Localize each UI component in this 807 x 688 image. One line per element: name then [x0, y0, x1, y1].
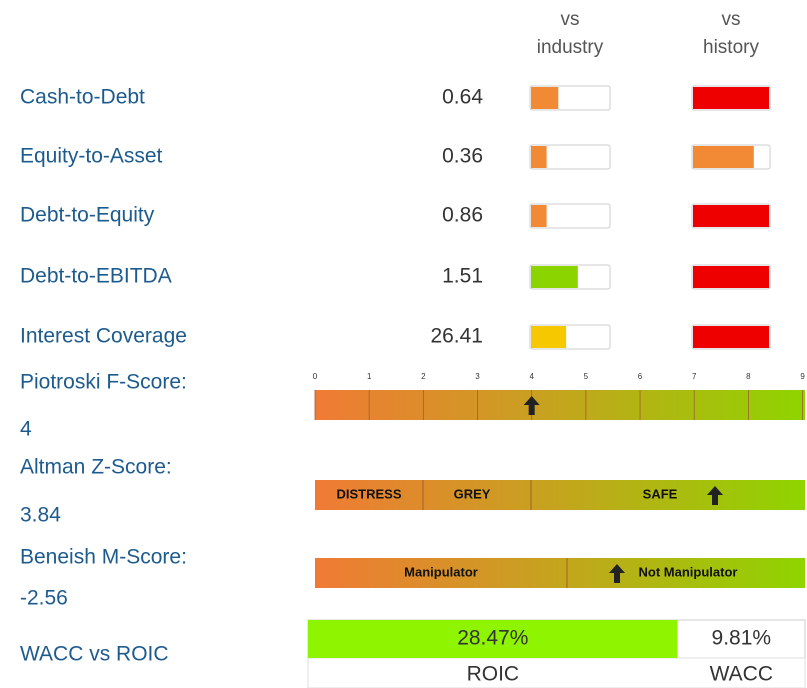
- rank-fill: [531, 87, 559, 109]
- scale-bar: [315, 390, 805, 420]
- zone: GREY: [454, 486, 491, 501]
- arrow: [609, 564, 625, 583]
- rank-fill: [693, 87, 769, 109]
- metric-label: Debt-to-Equity: [20, 204, 155, 227]
- score: 3.84: [20, 504, 61, 527]
- tick-label: 4: [529, 372, 534, 381]
- rank-box: [529, 144, 611, 170]
- zone: Manipulator: [404, 564, 478, 579]
- header: vs: [561, 9, 580, 30]
- rank-fill: [693, 326, 769, 348]
- rank-fill: [693, 266, 769, 288]
- rank-fill: [693, 146, 754, 168]
- score: -2.56: [20, 587, 68, 610]
- rank-fill: [531, 146, 547, 168]
- arrow: [707, 486, 723, 505]
- wacc-value: 9.81%: [712, 627, 772, 650]
- metric-label: Equity-to-Asset: [20, 145, 163, 168]
- rank-fill: [693, 205, 769, 227]
- rank-fill: [531, 205, 547, 227]
- metric-value: 0.36: [442, 145, 483, 168]
- header: history: [703, 37, 759, 58]
- zone-bar: [315, 480, 805, 510]
- metric-value: 0.64: [442, 86, 483, 109]
- header: vs: [722, 9, 741, 30]
- roic-bar: [308, 620, 678, 658]
- zone: Not Manipulator: [639, 564, 738, 579]
- tick-label: 9: [800, 372, 805, 381]
- label: WACC vs ROIC: [20, 643, 169, 666]
- tick-label: 7: [692, 372, 697, 381]
- zone-bar: [315, 558, 805, 588]
- tick-label: 3: [475, 372, 480, 381]
- zone: SAFE: [643, 486, 678, 501]
- score: 4: [20, 418, 32, 441]
- label: Beneish M-Score:: [20, 546, 187, 569]
- label: Altman Z-Score:: [20, 456, 172, 479]
- tick-label: 5: [584, 372, 589, 381]
- rank-fill: [531, 326, 567, 348]
- metric-label: Debt-to-EBITDA: [20, 265, 172, 288]
- rank-box: [529, 203, 611, 229]
- compare-names: [307, 657, 806, 688]
- tick-label: 6: [638, 372, 643, 381]
- metric-value: 0.86: [442, 204, 483, 227]
- wacc-name: WACC: [710, 663, 773, 686]
- score-arrow: [523, 396, 540, 415]
- tick-label: 1: [367, 372, 372, 381]
- tick-label: 0: [313, 372, 318, 381]
- metric-value: 26.41: [430, 325, 483, 348]
- roic-value: 28.47%: [457, 627, 528, 650]
- tick-label: 8: [746, 372, 751, 381]
- rank-fill: [531, 266, 578, 288]
- roic-name: ROIC: [467, 663, 520, 686]
- zone: DISTRESS: [336, 486, 401, 501]
- metric-label: Interest Coverage: [20, 325, 187, 348]
- label: Piotroski F-Score:: [20, 371, 187, 394]
- metric-label: Cash-to-Debt: [20, 86, 145, 109]
- tick-label: 2: [421, 372, 426, 381]
- header: industry: [537, 37, 604, 58]
- metric-value: 1.51: [442, 265, 483, 288]
